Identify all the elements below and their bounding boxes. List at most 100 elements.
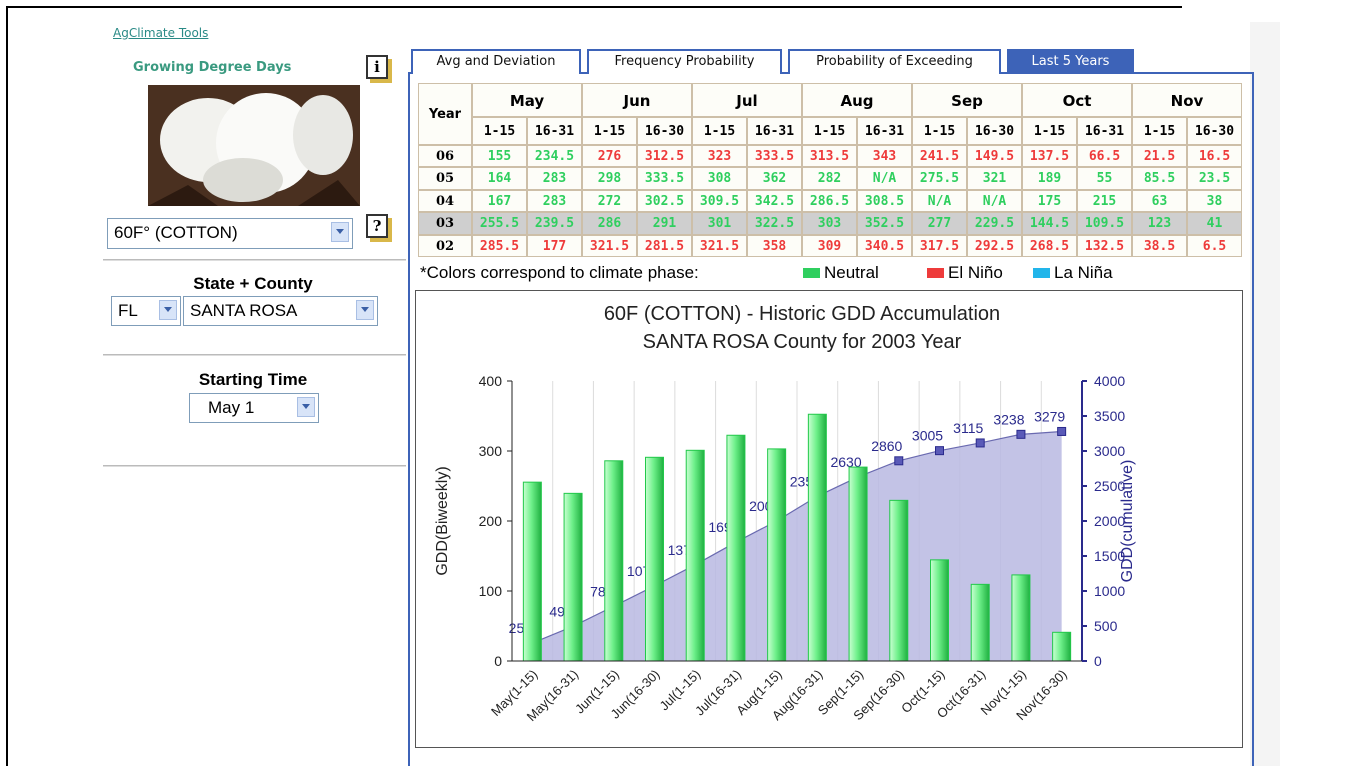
value-cell: 175 <box>1022 190 1077 212</box>
value-cell: 352.5 <box>857 212 912 234</box>
tab[interactable]: Avg and Deviation <box>411 49 581 74</box>
half-header: 16-30 <box>967 117 1022 145</box>
legend-swatch <box>927 268 944 278</box>
half-header: 16-30 <box>1187 117 1242 145</box>
value-cell: 55 <box>1077 167 1132 189</box>
start-select[interactable]: May 1 <box>189 393 319 423</box>
value-cell: N/A <box>857 167 912 189</box>
value-cell: 85.5 <box>1132 167 1187 189</box>
value-cell: 276 <box>582 145 637 167</box>
value-cell: 16.5 <box>1187 145 1242 167</box>
divider <box>103 354 406 356</box>
value-cell: 283 <box>527 167 582 189</box>
point-marker <box>976 439 984 447</box>
point-label: 2860 <box>871 438 902 454</box>
value-cell: 23.5 <box>1187 167 1242 189</box>
month-header: Sep <box>912 83 1022 117</box>
value-cell: 255.5 <box>472 212 527 234</box>
dropdown-arrow <box>356 300 374 320</box>
value-cell: 189 <box>1022 167 1077 189</box>
chart-subtitle: SANTA ROSA County for 2003 Year <box>643 331 962 353</box>
value-cell: 281.5 <box>637 235 692 257</box>
start-select-text: May 1 <box>208 398 254 417</box>
bar <box>727 435 745 661</box>
value-cell: 292.5 <box>967 235 1022 257</box>
value-cell: 309.5 <box>692 190 747 212</box>
value-cell: 301 <box>692 212 747 234</box>
legend-swatch <box>1033 268 1050 278</box>
value-cell: 234.5 <box>527 145 582 167</box>
point-marker <box>895 457 903 465</box>
crop-select[interactable]: 60F° (COTTON) <box>107 218 353 249</box>
y-axis-label: GDD(Biweekly) <box>434 466 451 575</box>
year-cell: 06 <box>418 145 472 167</box>
tools-link[interactable]: AgClimate Tools <box>113 26 208 40</box>
value-cell: 272 <box>582 190 637 212</box>
divider <box>103 259 406 261</box>
tab[interactable]: Last 5 Years <box>1007 49 1134 74</box>
tab[interactable]: Probability of Exceeding <box>788 49 1001 74</box>
value-cell: 132.5 <box>1077 235 1132 257</box>
y2-tick-label: 3500 <box>1094 408 1125 424</box>
half-header: 16-31 <box>747 117 802 145</box>
value-cell: 177 <box>527 235 582 257</box>
value-cell: 282 <box>802 167 857 189</box>
value-cell: 321.5 <box>692 235 747 257</box>
value-cell: 358 <box>747 235 802 257</box>
point-label: 3238 <box>993 411 1024 427</box>
info-icon[interactable]: i <box>366 55 388 79</box>
divider <box>103 465 406 467</box>
point-marker <box>936 447 944 455</box>
point-marker <box>1017 430 1025 438</box>
value-cell: 268.5 <box>1022 235 1077 257</box>
dropdown-arrow <box>159 300 177 320</box>
sidebar-title: Growing Degree Days <box>133 60 291 75</box>
half-header: 1-15 <box>912 117 967 145</box>
month-header: Jul <box>692 83 802 117</box>
value-cell: 63 <box>1132 190 1187 212</box>
frame-left <box>6 6 8 766</box>
bar <box>768 449 786 661</box>
y2-tick-label: 500 <box>1094 618 1118 634</box>
county-select[interactable]: SANTA ROSA <box>183 296 378 326</box>
half-header: 1-15 <box>582 117 637 145</box>
month-header: May <box>472 83 582 117</box>
value-cell: 285.5 <box>472 235 527 257</box>
help-icon[interactable]: ? <box>366 214 388 238</box>
bar <box>646 457 664 661</box>
bar <box>564 493 582 661</box>
value-cell: 286.5 <box>802 190 857 212</box>
value-cell: 275.5 <box>912 167 967 189</box>
y2-tick-label: 4000 <box>1094 373 1125 389</box>
tab[interactable]: Frequency Probability <box>587 49 782 74</box>
value-cell: 277 <box>912 212 967 234</box>
value-cell: 137.5 <box>1022 145 1077 167</box>
legend-label: Neutral <box>824 263 879 283</box>
location-label: State + County <box>103 274 403 294</box>
half-header: 16-31 <box>1077 117 1132 145</box>
state-select[interactable]: FL <box>111 296 181 326</box>
start-label: Starting Time <box>103 370 403 390</box>
value-cell: 312.5 <box>637 145 692 167</box>
value-cell: 303 <box>802 212 857 234</box>
value-cell: 343 <box>857 145 912 167</box>
bar <box>1053 632 1071 661</box>
frame-top <box>6 6 1182 8</box>
bar <box>523 482 541 661</box>
half-header: 1-15 <box>1022 117 1077 145</box>
value-cell: 6.5 <box>1187 235 1242 257</box>
half-header: 1-15 <box>692 117 747 145</box>
value-cell: 66.5 <box>1077 145 1132 167</box>
value-cell: 333.5 <box>747 145 802 167</box>
state-select-text: FL <box>118 301 138 320</box>
value-cell: 41 <box>1187 212 1242 234</box>
y-tick-label: 300 <box>479 443 503 459</box>
value-cell: 321 <box>967 167 1022 189</box>
page: AgClimate Tools Growing Degree Days i 60… <box>0 0 1358 766</box>
bar <box>808 414 826 661</box>
value-cell: 215 <box>1077 190 1132 212</box>
month-header: Oct <box>1022 83 1132 117</box>
value-cell: 167 <box>472 190 527 212</box>
y-tick-label: 400 <box>479 373 503 389</box>
value-cell: 340.5 <box>857 235 912 257</box>
